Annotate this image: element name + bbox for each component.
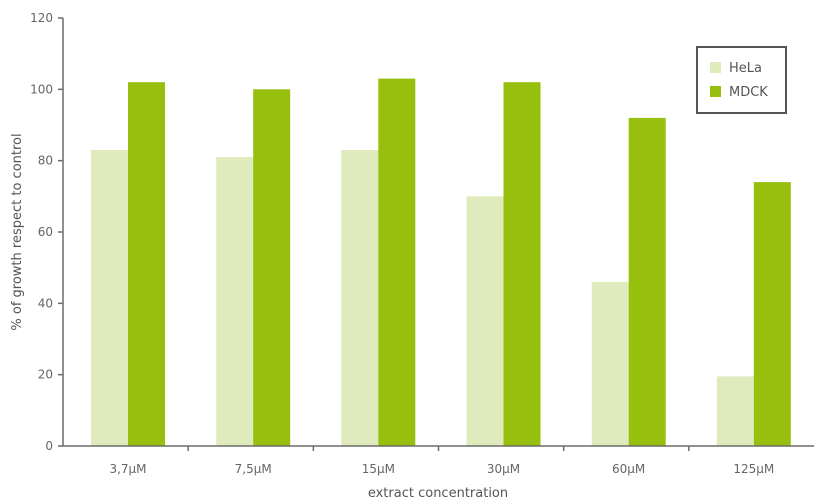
bar-mdck-3	[378, 78, 416, 446]
x-tick-label: 30μM	[487, 462, 520, 476]
y-tick-label: 120	[30, 11, 53, 25]
y-tick-label: 100	[30, 82, 53, 96]
bar-mdck-2	[253, 89, 291, 447]
bars-group	[91, 78, 791, 447]
bar-hela-5	[591, 281, 629, 446]
x-ticks-group: 3,7μM 7,5μM 15μM 30μM 60μM 125μM	[109, 446, 774, 476]
bar-hela-2	[216, 157, 254, 446]
x-axis-title: extract concentration	[368, 486, 508, 501]
x-tick-label: 3,7μM	[109, 462, 146, 476]
bar-mdck-4	[503, 82, 541, 446]
legend: HeLa MDCK	[696, 46, 787, 114]
bar-mdck-1	[128, 82, 165, 446]
bar-hela-4	[466, 196, 504, 446]
bar-mdck-6	[753, 182, 791, 446]
x-tick-label: 60μM	[612, 462, 645, 476]
y-ticks-group: 0 20 40 60 80 100 120	[30, 11, 63, 453]
x-tick-label: 7,5μM	[235, 462, 272, 476]
x-tick-label: 125μM	[733, 462, 774, 476]
bar-hela-6	[716, 376, 754, 446]
bar-mdck-5	[628, 117, 666, 447]
y-tick-label: 40	[38, 296, 53, 310]
legend-label-mdck: MDCK	[729, 85, 768, 100]
y-axis-title: % of growth respect to control	[10, 133, 25, 330]
x-tick-label: 15μM	[362, 462, 395, 476]
legend-label-hela: HeLa	[729, 61, 762, 76]
legend-swatch-hela	[710, 62, 721, 73]
y-tick-label: 60	[38, 225, 53, 239]
y-tick-label: 20	[38, 368, 53, 382]
y-tick-label: 0	[45, 439, 53, 453]
legend-swatch-mdck	[710, 86, 721, 97]
bar-hela-3	[341, 150, 379, 446]
bar-hela-1	[91, 150, 128, 446]
y-tick-label: 80	[38, 154, 53, 168]
legend-box	[696, 46, 787, 114]
